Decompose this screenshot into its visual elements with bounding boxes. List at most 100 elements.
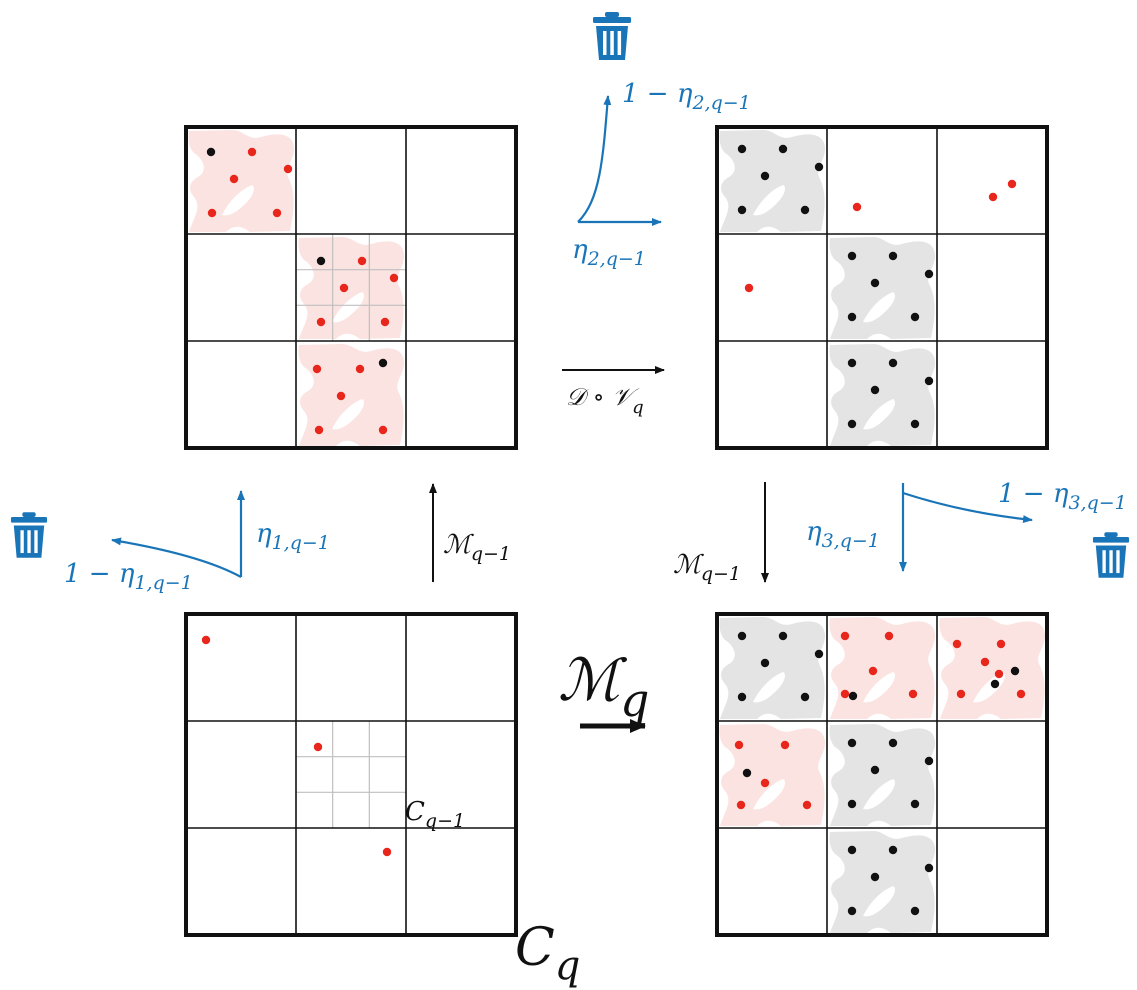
particle-dot — [1016, 689, 1026, 699]
particle-dot — [988, 192, 998, 202]
particle-dot — [778, 144, 788, 154]
particle-hole — [863, 292, 895, 323]
particle-hole — [753, 779, 785, 810]
particle-blob — [939, 617, 1045, 719]
particle-dot — [814, 162, 824, 172]
particle-hole — [332, 399, 364, 430]
particle-blob — [829, 831, 935, 933]
particle-dot — [847, 845, 857, 855]
particle-dot — [910, 419, 920, 429]
panel-top-left — [184, 125, 518, 450]
particle-dot — [847, 906, 857, 916]
particle-dot — [389, 273, 399, 283]
right-branch-arrow — [899, 483, 1033, 572]
particle-dot — [840, 631, 850, 641]
particle-dot — [814, 649, 824, 659]
particle-dot — [802, 800, 812, 810]
particle-dot — [952, 639, 962, 649]
particle-dot — [355, 364, 365, 374]
particle-dot — [888, 358, 898, 368]
particle-dot — [336, 391, 346, 401]
particle-dot — [313, 742, 323, 752]
particle-blob — [829, 344, 935, 446]
particle-dot — [924, 863, 934, 873]
particle-dot — [870, 278, 880, 288]
particle-dot — [868, 666, 878, 676]
particle-dot — [201, 635, 211, 645]
particle-dot — [316, 317, 326, 327]
panel-bottom-right — [715, 612, 1049, 937]
particle-dot — [744, 283, 754, 293]
particle-dot — [888, 251, 898, 261]
particle-dot — [800, 205, 810, 215]
panel-bottom-left — [184, 612, 518, 937]
particle-dot — [207, 208, 217, 218]
left-branch-arrow — [111, 490, 245, 578]
particle-dot — [316, 256, 326, 266]
particle-dot — [742, 768, 752, 778]
particle-blob — [829, 724, 935, 826]
particle-dot — [247, 147, 257, 157]
particle-blob — [719, 617, 825, 719]
particle-dot — [848, 691, 858, 701]
particle-dot — [378, 425, 388, 435]
particle-dot — [283, 164, 293, 174]
particle-dot — [272, 208, 282, 218]
particle-dot — [956, 689, 966, 699]
panel-border — [184, 612, 518, 937]
particle-hole — [863, 779, 895, 810]
particle-dot — [840, 689, 850, 699]
particle-hole — [222, 185, 254, 216]
subcell-label: Cq−1 — [405, 797, 465, 832]
particle-hole — [863, 399, 895, 430]
particle-dot — [847, 419, 857, 429]
particle-dot — [206, 147, 216, 157]
left-drop-label: 1 − η1,q−1 — [64, 559, 193, 594]
trash-icon — [593, 12, 631, 60]
particle-dot — [357, 256, 367, 266]
particle-hole — [863, 886, 895, 917]
particle-dot — [910, 799, 920, 809]
particle-dot — [924, 376, 934, 386]
particle-dot — [760, 778, 770, 788]
particle-dot — [339, 283, 349, 293]
top-branch-arrow — [577, 95, 662, 226]
particle-dot — [996, 639, 1006, 649]
particle-dot — [800, 692, 810, 702]
particle-dot — [380, 317, 390, 327]
particle-dot — [736, 800, 746, 810]
top-keep-label: η2,q−1 — [572, 235, 646, 270]
top-drop-label: 1 − η2,q−1 — [622, 79, 751, 114]
particle-dot — [312, 364, 322, 374]
particle-hole — [753, 672, 785, 703]
particle-dot — [924, 756, 934, 766]
particle-dot — [737, 692, 747, 702]
right-drop-label: 1 − η3,q−1 — [998, 479, 1127, 514]
panel-border — [184, 125, 518, 450]
particle-dot — [908, 689, 918, 699]
particle-dot — [760, 171, 770, 181]
particle-dot — [378, 358, 388, 368]
up-arrow-label: ℳq−1 — [443, 530, 511, 565]
trash-icon — [1092, 532, 1130, 578]
particle-blob — [298, 344, 404, 446]
particle-dot — [778, 631, 788, 641]
cube-label: Cq — [515, 918, 580, 989]
particle-dot — [852, 202, 862, 212]
particle-dot — [884, 631, 894, 641]
particle-dot — [847, 251, 857, 261]
down-arrow-label: ℳq−1 — [673, 550, 741, 585]
particle-blob — [719, 724, 825, 826]
particle-blob — [829, 237, 935, 339]
particle-dot — [847, 799, 857, 809]
particle-dot — [990, 679, 1000, 689]
particle-dot — [1010, 666, 1020, 676]
particle-dot — [924, 269, 934, 279]
particle-dot — [994, 669, 1004, 679]
particle-dot — [760, 658, 770, 668]
particle-dot — [980, 657, 990, 667]
particle-blob — [188, 130, 294, 232]
particle-dot — [734, 740, 744, 750]
particle-dot — [314, 425, 324, 435]
